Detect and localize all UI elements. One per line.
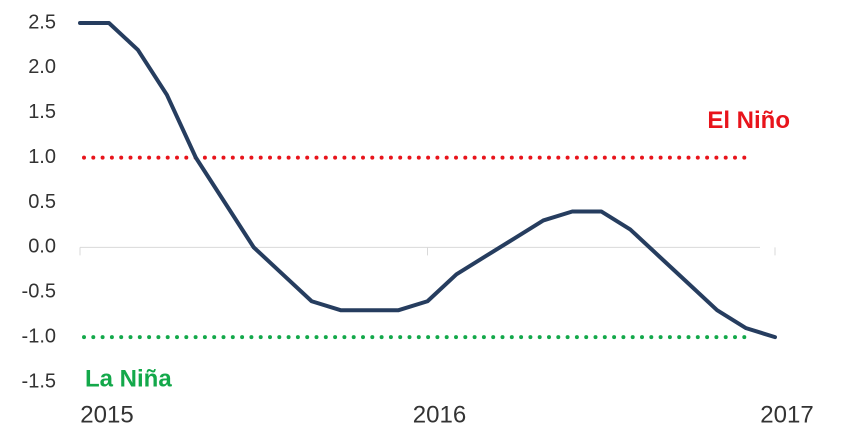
y-tick-label: -1.0 bbox=[22, 325, 56, 347]
x-tick-label: 2015 bbox=[80, 401, 133, 428]
y-tick-label: 1.0 bbox=[28, 146, 56, 168]
y-tick-label: 2.5 bbox=[28, 11, 56, 33]
y-tick-label: -0.5 bbox=[22, 281, 56, 303]
y-tick-label: -1.5 bbox=[22, 370, 56, 392]
y-tick-label: 1.5 bbox=[28, 101, 56, 123]
y-tick-label: 0.0 bbox=[28, 236, 56, 258]
y-tick-label: 0.5 bbox=[28, 191, 56, 213]
x-tick-label: 2016 bbox=[413, 401, 466, 428]
reference-label: El Niño bbox=[707, 107, 790, 134]
reference-label: La Niña bbox=[85, 365, 172, 392]
data-line bbox=[78, 21, 777, 340]
x-tick-label: 2017 bbox=[760, 401, 813, 428]
y-tick-label: 2.0 bbox=[28, 56, 56, 78]
